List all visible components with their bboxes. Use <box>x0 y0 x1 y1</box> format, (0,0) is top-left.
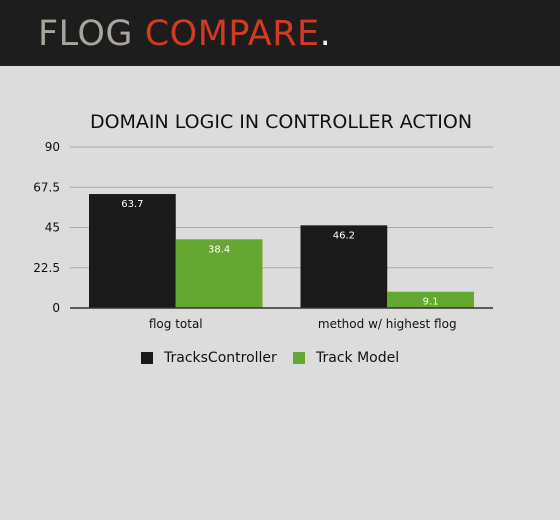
y-tick-label: 45 <box>45 221 60 235</box>
app-title-dot: . <box>319 14 332 54</box>
y-tick-label: 0 <box>52 301 60 315</box>
bar-value-label: 38.4 <box>208 244 230 255</box>
bar <box>300 225 388 308</box>
legend-swatch-tracks-controller <box>141 352 153 364</box>
y-tick-label: 90 <box>45 140 60 154</box>
chart-title: DOMAIN LOGIC IN CONTROLLER ACTION <box>90 111 472 133</box>
legend-label-tracks-controller: TracksController <box>164 350 277 366</box>
x-tick-label: flog total <box>149 317 203 331</box>
y-tick-label: 22.5 <box>33 261 60 275</box>
legend-item-track-model: Track Model <box>293 348 399 368</box>
x-tick-label: method w/ highest flog <box>318 317 457 331</box>
bar-value-label: 9.1 <box>423 297 439 308</box>
bar <box>175 239 263 308</box>
bar-chart: DOMAIN LOGIC IN CONTROLLER ACTION 0 22.5 45… <box>33 111 493 331</box>
bar-value-label: 63.7 <box>121 199 143 210</box>
y-tick-label: 67.5 <box>33 180 60 194</box>
legend-label-track-model: Track Model <box>316 350 400 366</box>
bar <box>387 291 474 308</box>
header-bar: FLOG COMPARE. <box>0 0 560 66</box>
app-title: FLOG COMPARE. <box>38 12 331 56</box>
bar <box>89 194 176 308</box>
legend-swatch-track-model <box>293 352 305 364</box>
app-title-compare: COMPARE <box>144 14 320 54</box>
chart-legend: TracksController Track Model <box>0 348 560 368</box>
legend-item-tracks-controller: TracksController <box>141 348 277 368</box>
app-title-flog: FLOG <box>38 14 134 54</box>
bar-value-label: 46.2 <box>333 230 355 241</box>
